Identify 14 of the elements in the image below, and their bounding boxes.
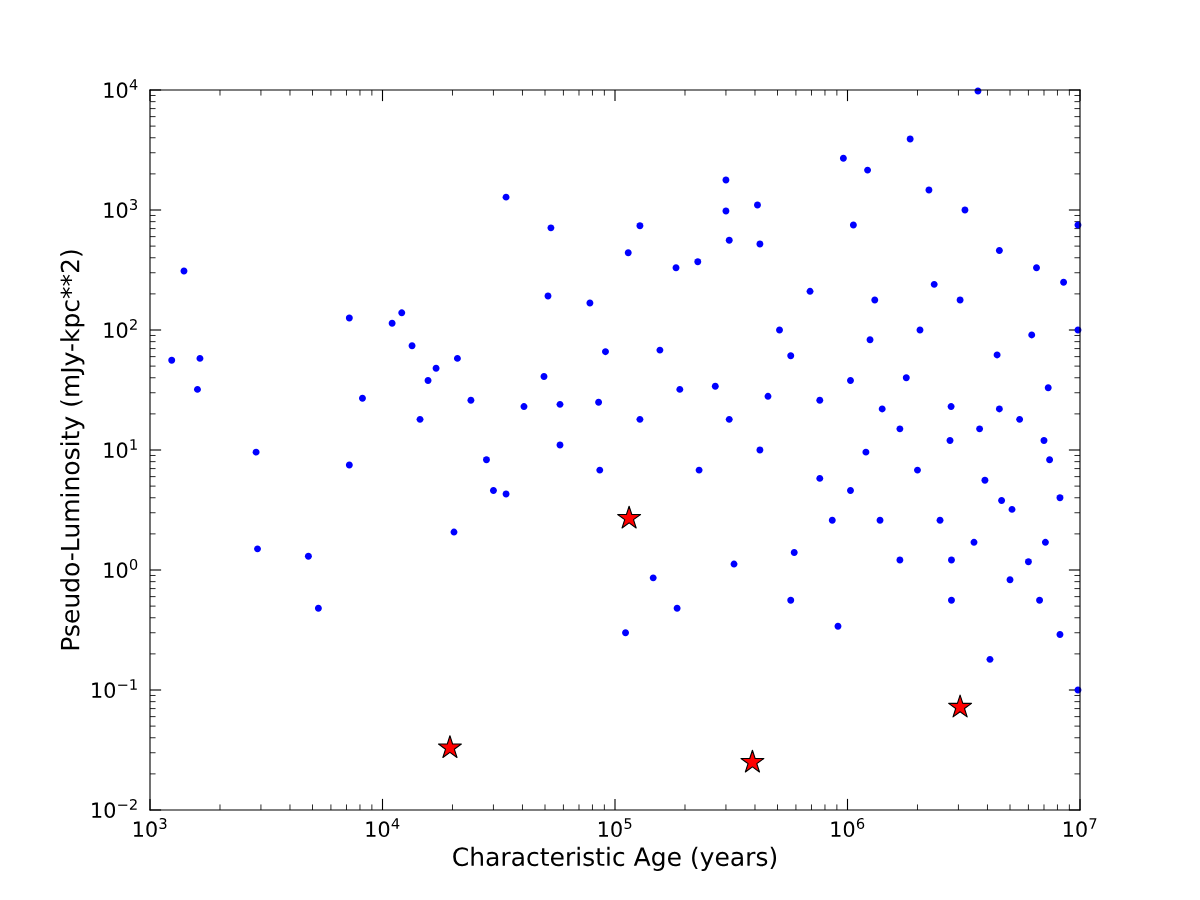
y-tick-label: 10$^{2}$	[104, 318, 137, 339]
y-tick-label: 10$^{0}$	[104, 558, 138, 579]
y-tick-label: 10$^{−1}$	[92, 679, 137, 699]
x-tick-label: 10$^{6}$	[831, 817, 865, 838]
x-tick-label: 10$^{5}$	[598, 818, 632, 838]
x-tick-label: 10$^{7}$	[1063, 818, 1097, 838]
x-tick-label: 10$^{4}$	[366, 818, 400, 838]
x-axis-title: Characteristic Age (years)	[453, 846, 777, 872]
y-axis-title: Pseudo-Luminosity (mJy-kpc**2)	[60, 250, 85, 650]
y-tick-label: 10$^{−2}$	[92, 798, 137, 819]
x-tick-label: 10$^{3}$	[133, 817, 167, 838]
y-tick-label: 10$^{3}$	[104, 198, 138, 219]
y-tick-label: 10$^{1}$	[104, 439, 137, 459]
y-tick-label: 10$^{4}$	[104, 79, 138, 99]
